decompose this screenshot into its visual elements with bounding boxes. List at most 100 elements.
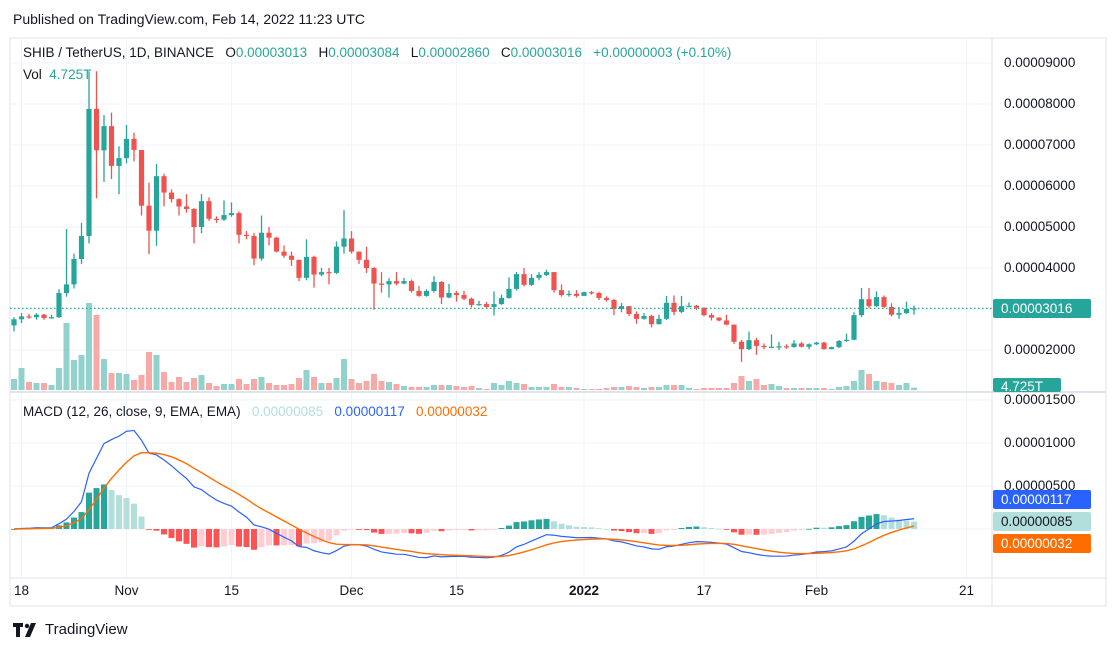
macd-hist-bar bbox=[506, 525, 512, 529]
volume-bar bbox=[86, 303, 92, 390]
volume-bar bbox=[423, 387, 430, 390]
candle bbox=[116, 146, 122, 195]
candle bbox=[206, 197, 212, 221]
candle-body bbox=[206, 201, 212, 219]
macd-hist-bar bbox=[168, 529, 175, 538]
candle bbox=[656, 314, 662, 325]
candle bbox=[596, 291, 602, 300]
candle-body bbox=[26, 316, 32, 318]
macd-hist-bar bbox=[536, 519, 542, 529]
candle-body bbox=[806, 344, 812, 347]
candle bbox=[618, 302, 625, 313]
candle-body bbox=[273, 237, 280, 252]
macd-hist-bar bbox=[596, 528, 602, 530]
candle bbox=[176, 198, 182, 216]
volume-bar bbox=[296, 378, 302, 390]
candle bbox=[416, 286, 422, 297]
footer-brand[interactable]: TradingView bbox=[13, 621, 128, 638]
macd-hist-bar bbox=[393, 529, 400, 534]
candle-body bbox=[836, 340, 842, 348]
macd-hist-bar bbox=[386, 529, 392, 534]
volume-legend: Vol 4.725T bbox=[23, 67, 91, 82]
candle bbox=[251, 233, 257, 266]
volume-bar bbox=[243, 384, 250, 390]
candle-body bbox=[873, 297, 880, 307]
candle bbox=[498, 294, 505, 305]
candle-body bbox=[588, 292, 595, 294]
volume-bar bbox=[888, 383, 895, 390]
candle bbox=[236, 211, 242, 244]
volume-bar bbox=[528, 387, 535, 390]
macd-hist-bar bbox=[356, 529, 362, 530]
candle-body bbox=[693, 305, 700, 308]
candle bbox=[191, 208, 197, 244]
symbol-title[interactable]: SHIB / TetherUS, 1D, BINANCE bbox=[23, 45, 215, 60]
volume-bar bbox=[693, 389, 700, 390]
candle bbox=[716, 317, 722, 322]
volume-bar bbox=[791, 388, 797, 390]
macd-title[interactable]: MACD (12, 26, close, 9, EMA, EMA) bbox=[23, 404, 241, 419]
candle bbox=[468, 297, 475, 308]
macd-hist-bar bbox=[551, 521, 557, 529]
candle bbox=[138, 149, 145, 216]
candle bbox=[78, 222, 85, 264]
candle-body bbox=[176, 199, 182, 207]
time-tick: Nov bbox=[114, 583, 139, 598]
candles bbox=[11, 71, 917, 362]
macd-hist-bar bbox=[326, 529, 332, 541]
candle bbox=[41, 313, 47, 320]
macd-hist-bar bbox=[423, 529, 430, 533]
candle-body bbox=[903, 309, 910, 314]
macd-hist-bar bbox=[78, 512, 85, 529]
volume-bar bbox=[618, 387, 625, 390]
macd-hist-bar bbox=[798, 529, 805, 530]
macd-hist-bar bbox=[806, 528, 812, 530]
candle bbox=[401, 277, 407, 285]
macd-hist-bar bbox=[341, 529, 347, 531]
macd-line bbox=[13, 429, 915, 559]
candle-body bbox=[41, 314, 47, 319]
candle-body bbox=[828, 347, 835, 350]
volume-bar bbox=[228, 384, 235, 390]
candle-body bbox=[528, 277, 535, 285]
volume-bar bbox=[213, 386, 220, 390]
volume-label[interactable]: Vol bbox=[23, 67, 42, 82]
candle bbox=[423, 289, 430, 297]
candle bbox=[198, 194, 205, 234]
volume-bar bbox=[371, 374, 377, 390]
candle bbox=[333, 241, 340, 275]
candle bbox=[626, 306, 632, 316]
volume-bar bbox=[303, 370, 310, 390]
candle-body bbox=[153, 176, 160, 231]
candle-body bbox=[648, 315, 655, 325]
candle-body bbox=[453, 293, 460, 296]
candle bbox=[828, 346, 835, 350]
candle bbox=[866, 288, 872, 309]
macd-tick: 0.00001500 bbox=[1004, 392, 1076, 407]
volume-value: 4.725T bbox=[49, 67, 92, 82]
candle-body bbox=[881, 297, 887, 307]
candle bbox=[153, 163, 160, 246]
volume-bar bbox=[476, 388, 482, 390]
candle-body bbox=[843, 339, 850, 341]
macd-hist-bar bbox=[708, 527, 715, 529]
volume-bar bbox=[18, 368, 25, 390]
candle bbox=[303, 239, 310, 281]
candle-body bbox=[161, 176, 167, 193]
candle bbox=[648, 314, 655, 328]
volume-bar bbox=[558, 387, 565, 390]
candle-body bbox=[86, 108, 92, 237]
candle-body bbox=[318, 272, 325, 275]
candle-body bbox=[356, 251, 362, 260]
candle bbox=[56, 289, 62, 319]
candle bbox=[746, 331, 752, 350]
candle-body bbox=[671, 302, 677, 312]
candle bbox=[63, 229, 70, 297]
candle bbox=[273, 236, 280, 253]
candle bbox=[821, 341, 827, 350]
candle-body bbox=[708, 315, 715, 318]
volume-bar bbox=[161, 372, 167, 390]
macd-hist-bar bbox=[213, 529, 220, 548]
candle-body bbox=[48, 317, 55, 319]
